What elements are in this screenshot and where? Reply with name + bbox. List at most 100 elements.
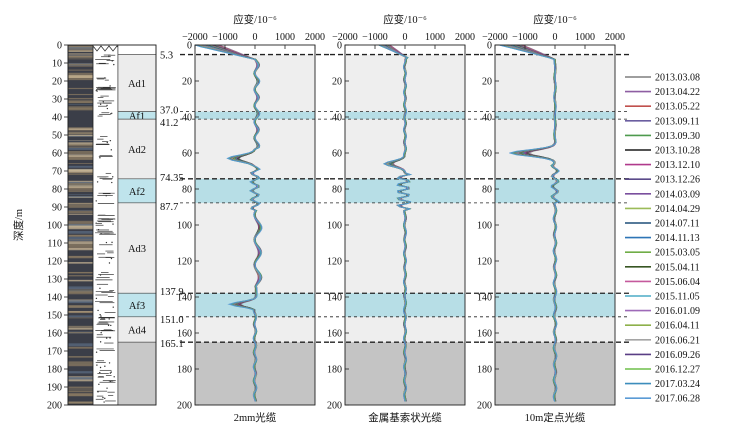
core-texture <box>68 181 93 183</box>
core-texture <box>68 325 93 329</box>
depth-tick-label: 20 <box>52 77 62 88</box>
depth-tick-label: 30 <box>52 95 62 106</box>
lithology-dot <box>106 107 109 110</box>
core-texture <box>68 54 93 56</box>
core-texture <box>68 45 93 48</box>
panel-title: 10m定点光缆 <box>525 411 586 424</box>
core-texture <box>68 147 93 150</box>
lithology-dot <box>96 364 98 366</box>
core-texture <box>68 151 93 155</box>
core-texture <box>68 140 93 141</box>
legend-label: 2016.09.26 <box>655 350 700 361</box>
panel-depth-tick-label: 160 <box>177 329 192 340</box>
lithology-dot <box>95 351 98 353</box>
depth-tick-label: 150 <box>47 311 62 322</box>
core-texture <box>68 101 93 104</box>
core-texture <box>68 290 93 293</box>
legend-label: 2013.04.22 <box>655 87 700 98</box>
core-texture <box>68 154 93 158</box>
strain-tick-label: −2000 <box>332 32 358 43</box>
panel-depth-tick-label: 60 <box>182 149 192 160</box>
panel-depth-tick-label: 100 <box>327 221 342 232</box>
series-line <box>378 44 413 402</box>
core-texture <box>68 300 93 304</box>
core-texture <box>68 213 93 215</box>
legend-label: 2013.09.11 <box>655 116 700 127</box>
panel-depth-tick-label: 80 <box>182 185 192 196</box>
y-axis-title: 深度/m <box>12 209 25 241</box>
series-line <box>194 44 263 402</box>
layer-block <box>117 316 157 343</box>
boundary-depth-label: 151.0 <box>160 315 184 326</box>
panel-depth-tick-label: 0 <box>187 41 192 52</box>
panel-depth-tick-label: 80 <box>482 185 492 196</box>
lithology-dot <box>102 101 104 103</box>
core-texture <box>68 241 93 245</box>
core-texture <box>68 190 93 192</box>
panel-depth-tick-label: 40 <box>332 113 342 124</box>
lithology-dot <box>105 241 108 244</box>
core-texture <box>68 223 93 226</box>
strain-tick-label: 2000 <box>605 32 625 43</box>
lithology-dot <box>100 331 102 334</box>
core-texture <box>68 305 93 308</box>
legend-label: 2016.01.09 <box>655 306 700 317</box>
core-texture <box>68 343 93 347</box>
core-texture <box>68 361 93 364</box>
legend-label: 2013.12.10 <box>655 160 700 171</box>
depth-tick-label: 160 <box>47 329 62 340</box>
core-texture <box>68 171 93 173</box>
depth-tick-label: 50 <box>52 131 62 142</box>
lithology-dot <box>96 181 99 183</box>
core-texture <box>68 389 93 390</box>
depth-tick-label: 130 <box>47 275 62 286</box>
core-texture <box>68 246 93 249</box>
strain-tick-label: −1000 <box>212 32 238 43</box>
depth-tick-label: 70 <box>52 167 62 178</box>
legend-label: 2013.10.28 <box>655 146 700 157</box>
legend-label: 2013.03.08 <box>655 73 700 84</box>
panel-depth-tick-label: 60 <box>482 149 492 160</box>
core-texture <box>68 225 93 228</box>
strain-panels: −2000 −1000 0 1000 2000应变/10⁻⁶02040608010012… <box>177 13 630 424</box>
lithology-dot <box>103 401 105 403</box>
panel-depth-tick-label: 0 <box>337 41 342 52</box>
depth-tick-label: 0 <box>57 41 62 52</box>
core-texture <box>68 291 93 295</box>
core-texture <box>68 47 93 49</box>
panel-depth-tick-label: 100 <box>177 221 192 232</box>
boundary-depth-label: 137.9 <box>160 287 184 298</box>
core-texture <box>68 347 93 349</box>
series-line <box>498 44 561 402</box>
panel-depth-tick-label: 120 <box>327 257 342 268</box>
topsoil-block <box>117 44 157 55</box>
core-texture <box>68 93 93 96</box>
lithology-dot <box>113 63 115 66</box>
boundary-depth-label: 41.2 <box>160 118 178 129</box>
core-texture <box>68 72 93 76</box>
lithology-dot <box>99 366 102 369</box>
legend-label: 2014.04.29 <box>655 204 700 215</box>
depth-tick-label: 190 <box>47 383 62 394</box>
strain-tick-label: −2000 <box>482 32 508 43</box>
panel-title: 2mm光缆 <box>234 411 277 424</box>
core-texture <box>68 230 93 234</box>
panel-title: 金属基索状光缆 <box>368 411 442 424</box>
core-texture <box>68 173 93 175</box>
depth-tick-label: 180 <box>47 365 62 376</box>
core-texture <box>68 169 93 172</box>
panel-depth-tick-label: 120 <box>477 257 492 268</box>
core-texture <box>68 134 93 137</box>
core-texture <box>68 247 93 251</box>
lithology-dot <box>110 324 112 327</box>
strain-tick-label: 0 <box>253 32 258 43</box>
lithology-dot <box>99 371 101 374</box>
panel-depth-tick-label: 40 <box>182 113 192 124</box>
core-texture <box>68 144 93 147</box>
core-texture <box>68 371 93 374</box>
core-texture <box>68 286 93 290</box>
core-texture <box>68 401 93 404</box>
weak-layer-band <box>195 178 315 203</box>
lithology-dot <box>111 112 113 115</box>
strain-tick-label: 1000 <box>425 32 445 43</box>
